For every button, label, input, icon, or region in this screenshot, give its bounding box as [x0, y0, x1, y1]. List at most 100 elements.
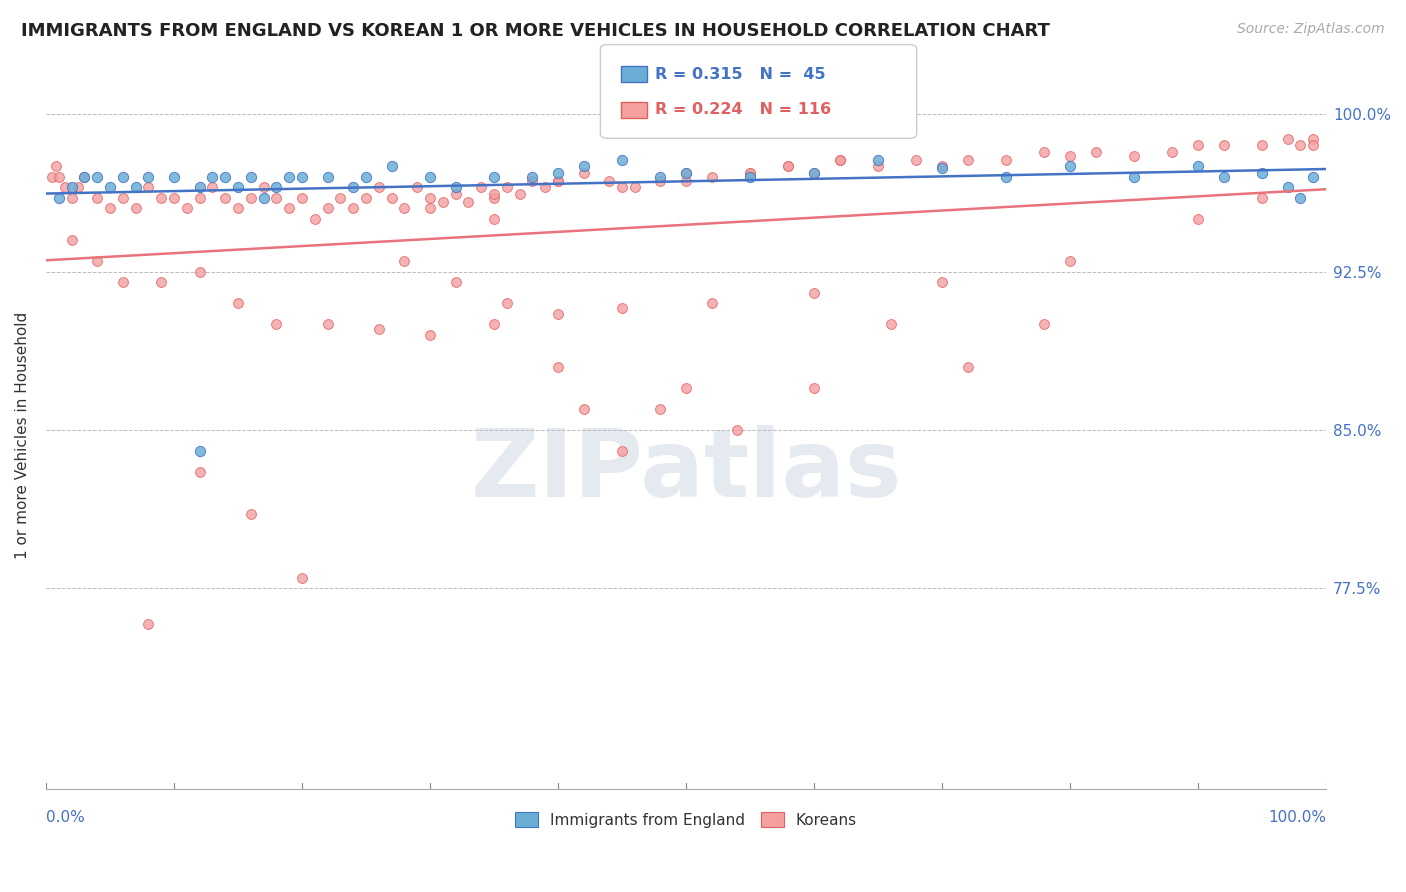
- Point: [482, 169, 505, 184]
- Point: [482, 191, 505, 205]
- Point: [547, 165, 569, 179]
- Point: [1302, 138, 1324, 153]
- Point: [1277, 180, 1299, 194]
- Point: [738, 169, 761, 184]
- Point: [482, 318, 505, 332]
- Point: [1084, 145, 1107, 159]
- Point: [803, 381, 825, 395]
- Point: [598, 174, 620, 188]
- Point: [1059, 149, 1081, 163]
- Point: [457, 195, 479, 210]
- Point: [53, 180, 76, 194]
- Point: [470, 180, 492, 194]
- Point: [66, 180, 89, 194]
- Point: [956, 153, 979, 167]
- Point: [48, 169, 70, 184]
- Point: [124, 180, 146, 194]
- Point: [866, 159, 889, 173]
- Point: [534, 180, 557, 194]
- Point: [45, 159, 67, 173]
- Point: [482, 212, 505, 227]
- Point: [226, 180, 249, 194]
- Point: [381, 159, 404, 173]
- Point: [1251, 191, 1274, 205]
- Legend: Immigrants from England, Koreans: Immigrants from England, Koreans: [509, 805, 863, 834]
- Point: [572, 159, 595, 173]
- Text: 100.0%: 100.0%: [1268, 810, 1326, 824]
- Point: [547, 174, 569, 188]
- Point: [1059, 254, 1081, 268]
- Point: [547, 307, 569, 321]
- Point: [214, 169, 236, 184]
- Point: [675, 381, 697, 395]
- Point: [610, 301, 633, 315]
- Point: [444, 186, 467, 201]
- Point: [700, 169, 723, 184]
- Point: [354, 169, 377, 184]
- Point: [444, 180, 467, 194]
- Point: [650, 174, 672, 188]
- Point: [278, 202, 301, 216]
- Point: [675, 165, 697, 179]
- Point: [394, 202, 416, 216]
- Point: [419, 191, 441, 205]
- Point: [624, 180, 647, 194]
- Point: [866, 153, 889, 167]
- Point: [150, 275, 173, 289]
- Point: [1161, 145, 1184, 159]
- Point: [111, 169, 134, 184]
- Point: [48, 191, 70, 205]
- Point: [188, 465, 211, 479]
- Point: [98, 202, 121, 216]
- Point: [1187, 159, 1209, 173]
- Point: [778, 159, 800, 173]
- Point: [610, 444, 633, 458]
- Text: ZIPatlas: ZIPatlas: [471, 425, 901, 516]
- Point: [60, 180, 83, 194]
- Point: [1212, 138, 1234, 153]
- Point: [201, 180, 224, 194]
- Point: [610, 180, 633, 194]
- Point: [329, 191, 352, 205]
- Point: [188, 180, 211, 194]
- Point: [880, 318, 903, 332]
- Point: [650, 169, 672, 184]
- Point: [138, 180, 160, 194]
- Point: [610, 153, 633, 167]
- Point: [419, 202, 441, 216]
- Point: [803, 165, 825, 179]
- Point: [86, 169, 108, 184]
- Point: [803, 285, 825, 300]
- Point: [572, 165, 595, 179]
- Point: [291, 169, 314, 184]
- Point: [406, 180, 429, 194]
- Point: [201, 169, 224, 184]
- Point: [1123, 149, 1146, 163]
- Point: [956, 359, 979, 374]
- Point: [291, 191, 314, 205]
- Point: [1289, 138, 1312, 153]
- Point: [828, 153, 851, 167]
- Point: [495, 296, 517, 310]
- Point: [1251, 165, 1274, 179]
- Point: [1302, 169, 1324, 184]
- Point: [226, 202, 249, 216]
- Point: [252, 191, 274, 205]
- Point: [188, 191, 211, 205]
- Point: [1033, 318, 1056, 332]
- Point: [509, 186, 531, 201]
- Point: [124, 202, 146, 216]
- Point: [738, 165, 761, 179]
- Point: [252, 180, 274, 194]
- Point: [381, 191, 404, 205]
- Text: R = 0.224   N = 116: R = 0.224 N = 116: [655, 103, 831, 117]
- Point: [214, 191, 236, 205]
- Point: [86, 254, 108, 268]
- Point: [176, 202, 198, 216]
- Point: [394, 254, 416, 268]
- Point: [111, 191, 134, 205]
- Point: [650, 401, 672, 416]
- Point: [86, 191, 108, 205]
- Point: [239, 191, 262, 205]
- Text: IMMIGRANTS FROM ENGLAND VS KOREAN 1 OR MORE VEHICLES IN HOUSEHOLD CORRELATION CH: IMMIGRANTS FROM ENGLAND VS KOREAN 1 OR M…: [21, 22, 1050, 40]
